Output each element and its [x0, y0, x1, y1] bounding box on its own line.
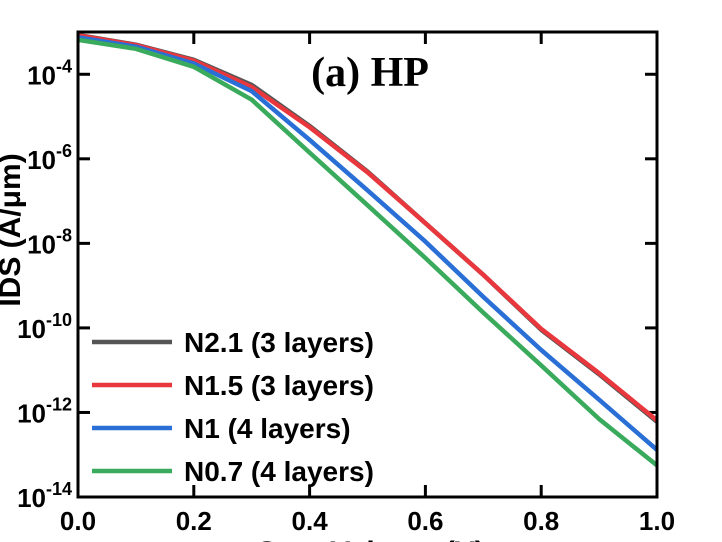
y-tick-exp: -4: [56, 56, 72, 76]
legend-label: N1.5 (3 layers): [184, 370, 374, 401]
plot-area: [78, 32, 657, 468]
y-tick-base: 10: [27, 229, 56, 259]
x-tick-label: 0.2: [176, 506, 212, 536]
y-tick-base: 10: [27, 145, 56, 175]
y-tick-label: 10-14: [17, 479, 72, 513]
plot-frame: [76, 30, 659, 499]
y-tick-exp: -10: [46, 310, 72, 330]
chart-title: (a) HP: [311, 50, 429, 96]
x-tick-label: 0.4: [292, 506, 329, 536]
x-tick-label: 0.6: [407, 506, 443, 536]
y-tick-label: 10-6: [27, 141, 72, 175]
y-tick-label: 10-12: [17, 394, 72, 428]
y-tick-base: 10: [17, 483, 46, 513]
y-tick-label: 10-4: [27, 56, 72, 90]
x-tick-label: 0.8: [523, 506, 559, 536]
series-line: [78, 35, 657, 452]
series-line: [78, 33, 657, 423]
legend-label: N1 (4 layers): [184, 413, 351, 444]
y-tick-exp: -8: [56, 225, 72, 245]
legend-label: N0.7 (4 layers): [184, 456, 374, 487]
y-tick-base: 10: [17, 314, 46, 344]
x-tick-label: 1.0: [639, 506, 675, 536]
y-tick-exp: -6: [56, 141, 72, 161]
y-tick-exp: -12: [46, 394, 72, 414]
x-axis-label: Gate Voltage (V): [255, 536, 484, 542]
x-tick-label: 0.0: [60, 506, 96, 536]
y-axis-label: IDS (A/μm): [0, 153, 27, 306]
y-tick-label: 10-10: [17, 310, 72, 344]
y-tick-label: 10-8: [27, 225, 72, 259]
series-line: [78, 37, 657, 468]
y-tick-base: 10: [17, 398, 46, 428]
y-tick-base: 10: [27, 60, 56, 90]
legend-label: N2.1 (3 layers): [184, 327, 374, 358]
y-tick-exp: -14: [46, 479, 72, 499]
